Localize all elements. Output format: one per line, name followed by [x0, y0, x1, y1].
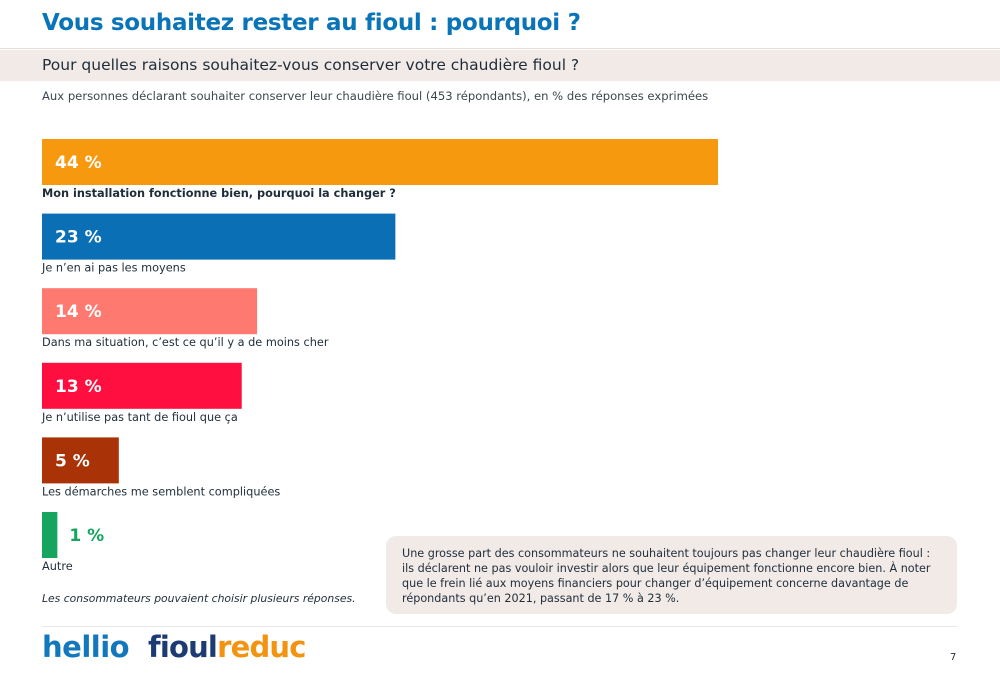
logo-fioul-part: fioul: [148, 630, 218, 664]
category-label-2: Je n’en ai pas les moyens: [41, 262, 186, 275]
category-label-5: Les démarches me semblent compliquées: [42, 485, 280, 498]
bar-value-label-4: 13 %: [55, 377, 102, 397]
category-label-1: Mon installation fonctionne bien, pourqu…: [42, 187, 396, 200]
category-label-6: Autre: [42, 560, 73, 573]
page-number: 7: [950, 652, 957, 663]
category-label-3: Dans ma situation, c’est ce qu’il y a de…: [42, 336, 329, 349]
bar-6: [42, 512, 58, 558]
bar-1: [42, 139, 718, 185]
question-banner: Pour quelles raisons souhaitez-vous cons…: [0, 50, 1000, 81]
chart-subtitle: Aux personnes déclarant souhaiter conser…: [42, 89, 709, 103]
bar-5: [42, 437, 119, 484]
logo-reduc-part: reduc: [217, 630, 306, 664]
bar-3: [42, 288, 258, 335]
comment-text: Une grosse part des consommateurs ne sou…: [402, 547, 931, 605]
bar-2: [42, 213, 396, 260]
footnote: Les consommateurs pouvaient choisir plus…: [42, 592, 356, 605]
bar-value-label-6: 1 %: [69, 526, 104, 546]
bar-4: [42, 362, 242, 409]
hellio-logo: hellio: [42, 630, 130, 664]
comment-box: Une grosse part des consommateurs ne sou…: [386, 536, 957, 614]
page-title: Vous souhaitez rester au fioul : pourquo…: [42, 10, 581, 36]
category-label-4: Je n’utilise pas tant de fioul que ça: [41, 411, 238, 424]
bar-value-label-1: 44 %: [55, 153, 102, 173]
bar-value-label-3: 14 %: [55, 302, 102, 322]
bar-value-label-2: 23 %: [55, 228, 102, 248]
survey-question: Pour quelles raisons souhaitez-vous cons…: [42, 56, 580, 74]
bar-value-label-5: 5 %: [55, 451, 90, 471]
bar-chart: 44 % Mon installation fonctionne bien, po…: [41, 139, 718, 573]
title-divider: [0, 48, 1000, 49]
fioulreduc-logo: fioulreduc: [148, 630, 306, 664]
footer-divider: [42, 626, 957, 627]
